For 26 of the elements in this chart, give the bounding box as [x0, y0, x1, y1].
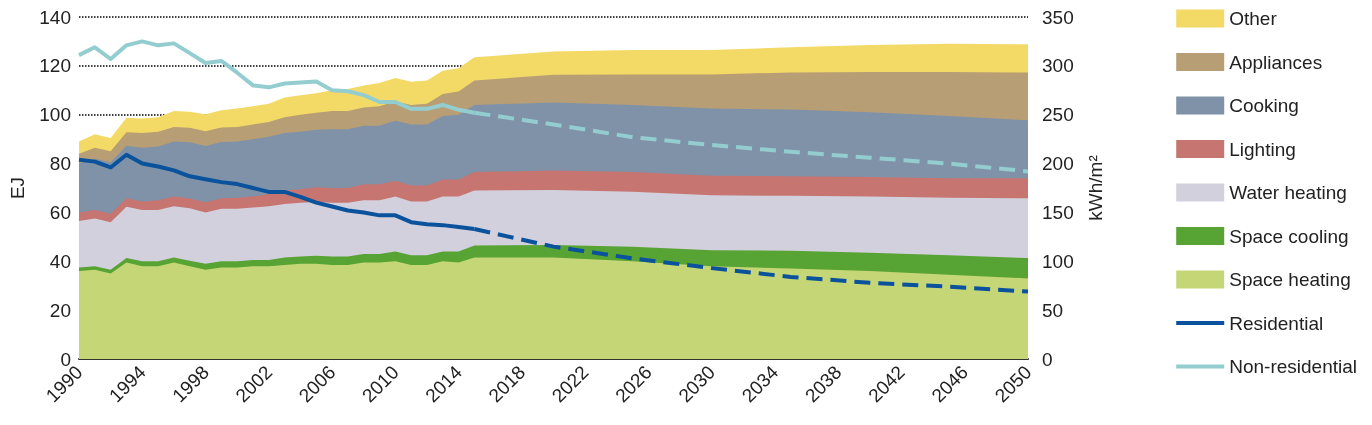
legend-label: Space heating	[1229, 269, 1351, 290]
y-tick-label: 80	[49, 153, 71, 175]
y-tick-label: 60	[49, 201, 71, 223]
y-tick-label: 100	[39, 104, 71, 126]
y-tick-label: 20	[49, 299, 71, 321]
y2-tick-label: 350	[1042, 6, 1074, 28]
legend-label: Water heating	[1229, 182, 1347, 203]
legend-label: Appliances	[1229, 51, 1323, 73]
y2-tick-label: 200	[1042, 153, 1074, 175]
y-tick-label: 140	[39, 6, 71, 28]
y2-axis-title: kWh/m²	[1085, 155, 1106, 221]
y-tick-label: 40	[49, 250, 71, 272]
y-tick-label: 120	[39, 55, 71, 77]
legend-label: Lighting	[1229, 138, 1296, 160]
y2-tick-label: 300	[1042, 55, 1074, 77]
legend-label: Space cooling	[1229, 225, 1349, 247]
y2-tick-label: 100	[1042, 250, 1074, 272]
y2-tick-label: 150	[1042, 201, 1074, 223]
y2-tick-label: 50	[1042, 299, 1064, 321]
y2-tick-label: 0	[1042, 348, 1053, 370]
y2-tick-label: 250	[1042, 104, 1074, 126]
legend-label: Cooking	[1229, 95, 1299, 116]
legend-label: Residential	[1229, 312, 1324, 334]
y-axis-title: EJ	[7, 176, 28, 200]
legend-label: Non-residential	[1229, 356, 1358, 377]
legend-label: Other	[1229, 8, 1278, 29]
